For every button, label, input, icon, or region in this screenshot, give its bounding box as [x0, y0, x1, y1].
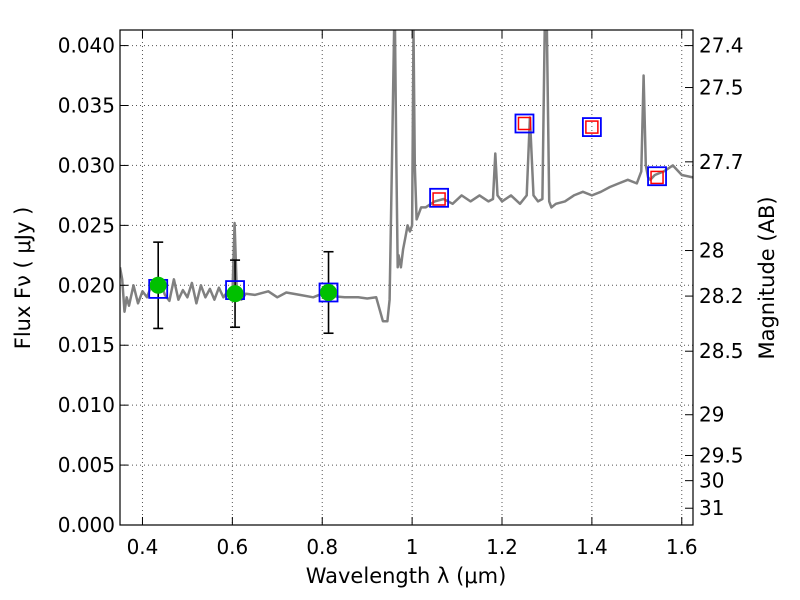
plot-background [120, 30, 693, 525]
mag-tick-label: 31 [699, 496, 724, 520]
y-tick-label: 0.030 [58, 153, 115, 177]
mag-tick-label: 29 [699, 403, 724, 427]
x-tick-label: 0.6 [216, 535, 248, 559]
y-tick-label: 0.040 [58, 34, 115, 58]
data-layer [120, 30, 693, 323]
y-tick-label: 0.005 [58, 453, 115, 477]
detection-point [226, 285, 244, 303]
upper-limit-marker [517, 116, 532, 131]
mag-tick-label: 29.5 [699, 443, 744, 467]
mag-tick-label: 27.7 [699, 150, 744, 174]
y-tick-label: 0.020 [58, 273, 115, 297]
upper-limit-marker [650, 170, 664, 185]
model-photometry-marker [514, 113, 535, 134]
model-photometry-marker [318, 282, 339, 303]
x-tick-label: 1.6 [666, 535, 698, 559]
mag-tick-label: 28 [699, 239, 724, 263]
marker-layer [148, 113, 667, 335]
grid [120, 30, 693, 526]
y-tick-label: 0.010 [58, 393, 115, 417]
upper-limit-marker [585, 120, 599, 134]
y2-axis-title: Magnitude (AB) [755, 196, 779, 359]
plot-frame [119, 29, 694, 526]
mag-tick-label: 30 [699, 469, 724, 493]
x-axis-title: Wavelength λ (μm) [306, 564, 507, 588]
y-tick-label: 0.015 [58, 333, 115, 357]
x-tick-label: 1.2 [486, 535, 518, 559]
mag-tick-label: 27.5 [699, 76, 744, 100]
x-tick-label: 0.4 [127, 535, 159, 559]
model-photometry-marker [647, 166, 667, 187]
y-tick-label: 0.025 [58, 213, 115, 237]
x-tick-label: 0.8 [306, 535, 338, 559]
model-photometry-marker [581, 117, 602, 137]
spectrum-line [120, 30, 693, 323]
upper-limit-marker [432, 192, 446, 206]
x-tick-label: 1 [406, 535, 419, 559]
mag-tick-label: 28.2 [699, 284, 744, 308]
mag-tick-label: 27.4 [699, 34, 744, 58]
x-tick-label: 1.4 [576, 535, 608, 559]
ticks: 0.4 0.6 0.8 1 1.2 1.4 1.6 0.000 0.005 0.010 0.015 0… [58, 30, 744, 559]
detection-point [320, 283, 338, 301]
y-axis-title: Flux Fν ( μJy ) [11, 207, 35, 350]
mag-tick-label: 28.5 [699, 339, 744, 363]
detection-point [149, 276, 167, 294]
model-photometry-marker [429, 187, 449, 208]
y-tick-label: 0.035 [58, 94, 115, 118]
y-tick-label: 0.000 [58, 513, 115, 537]
